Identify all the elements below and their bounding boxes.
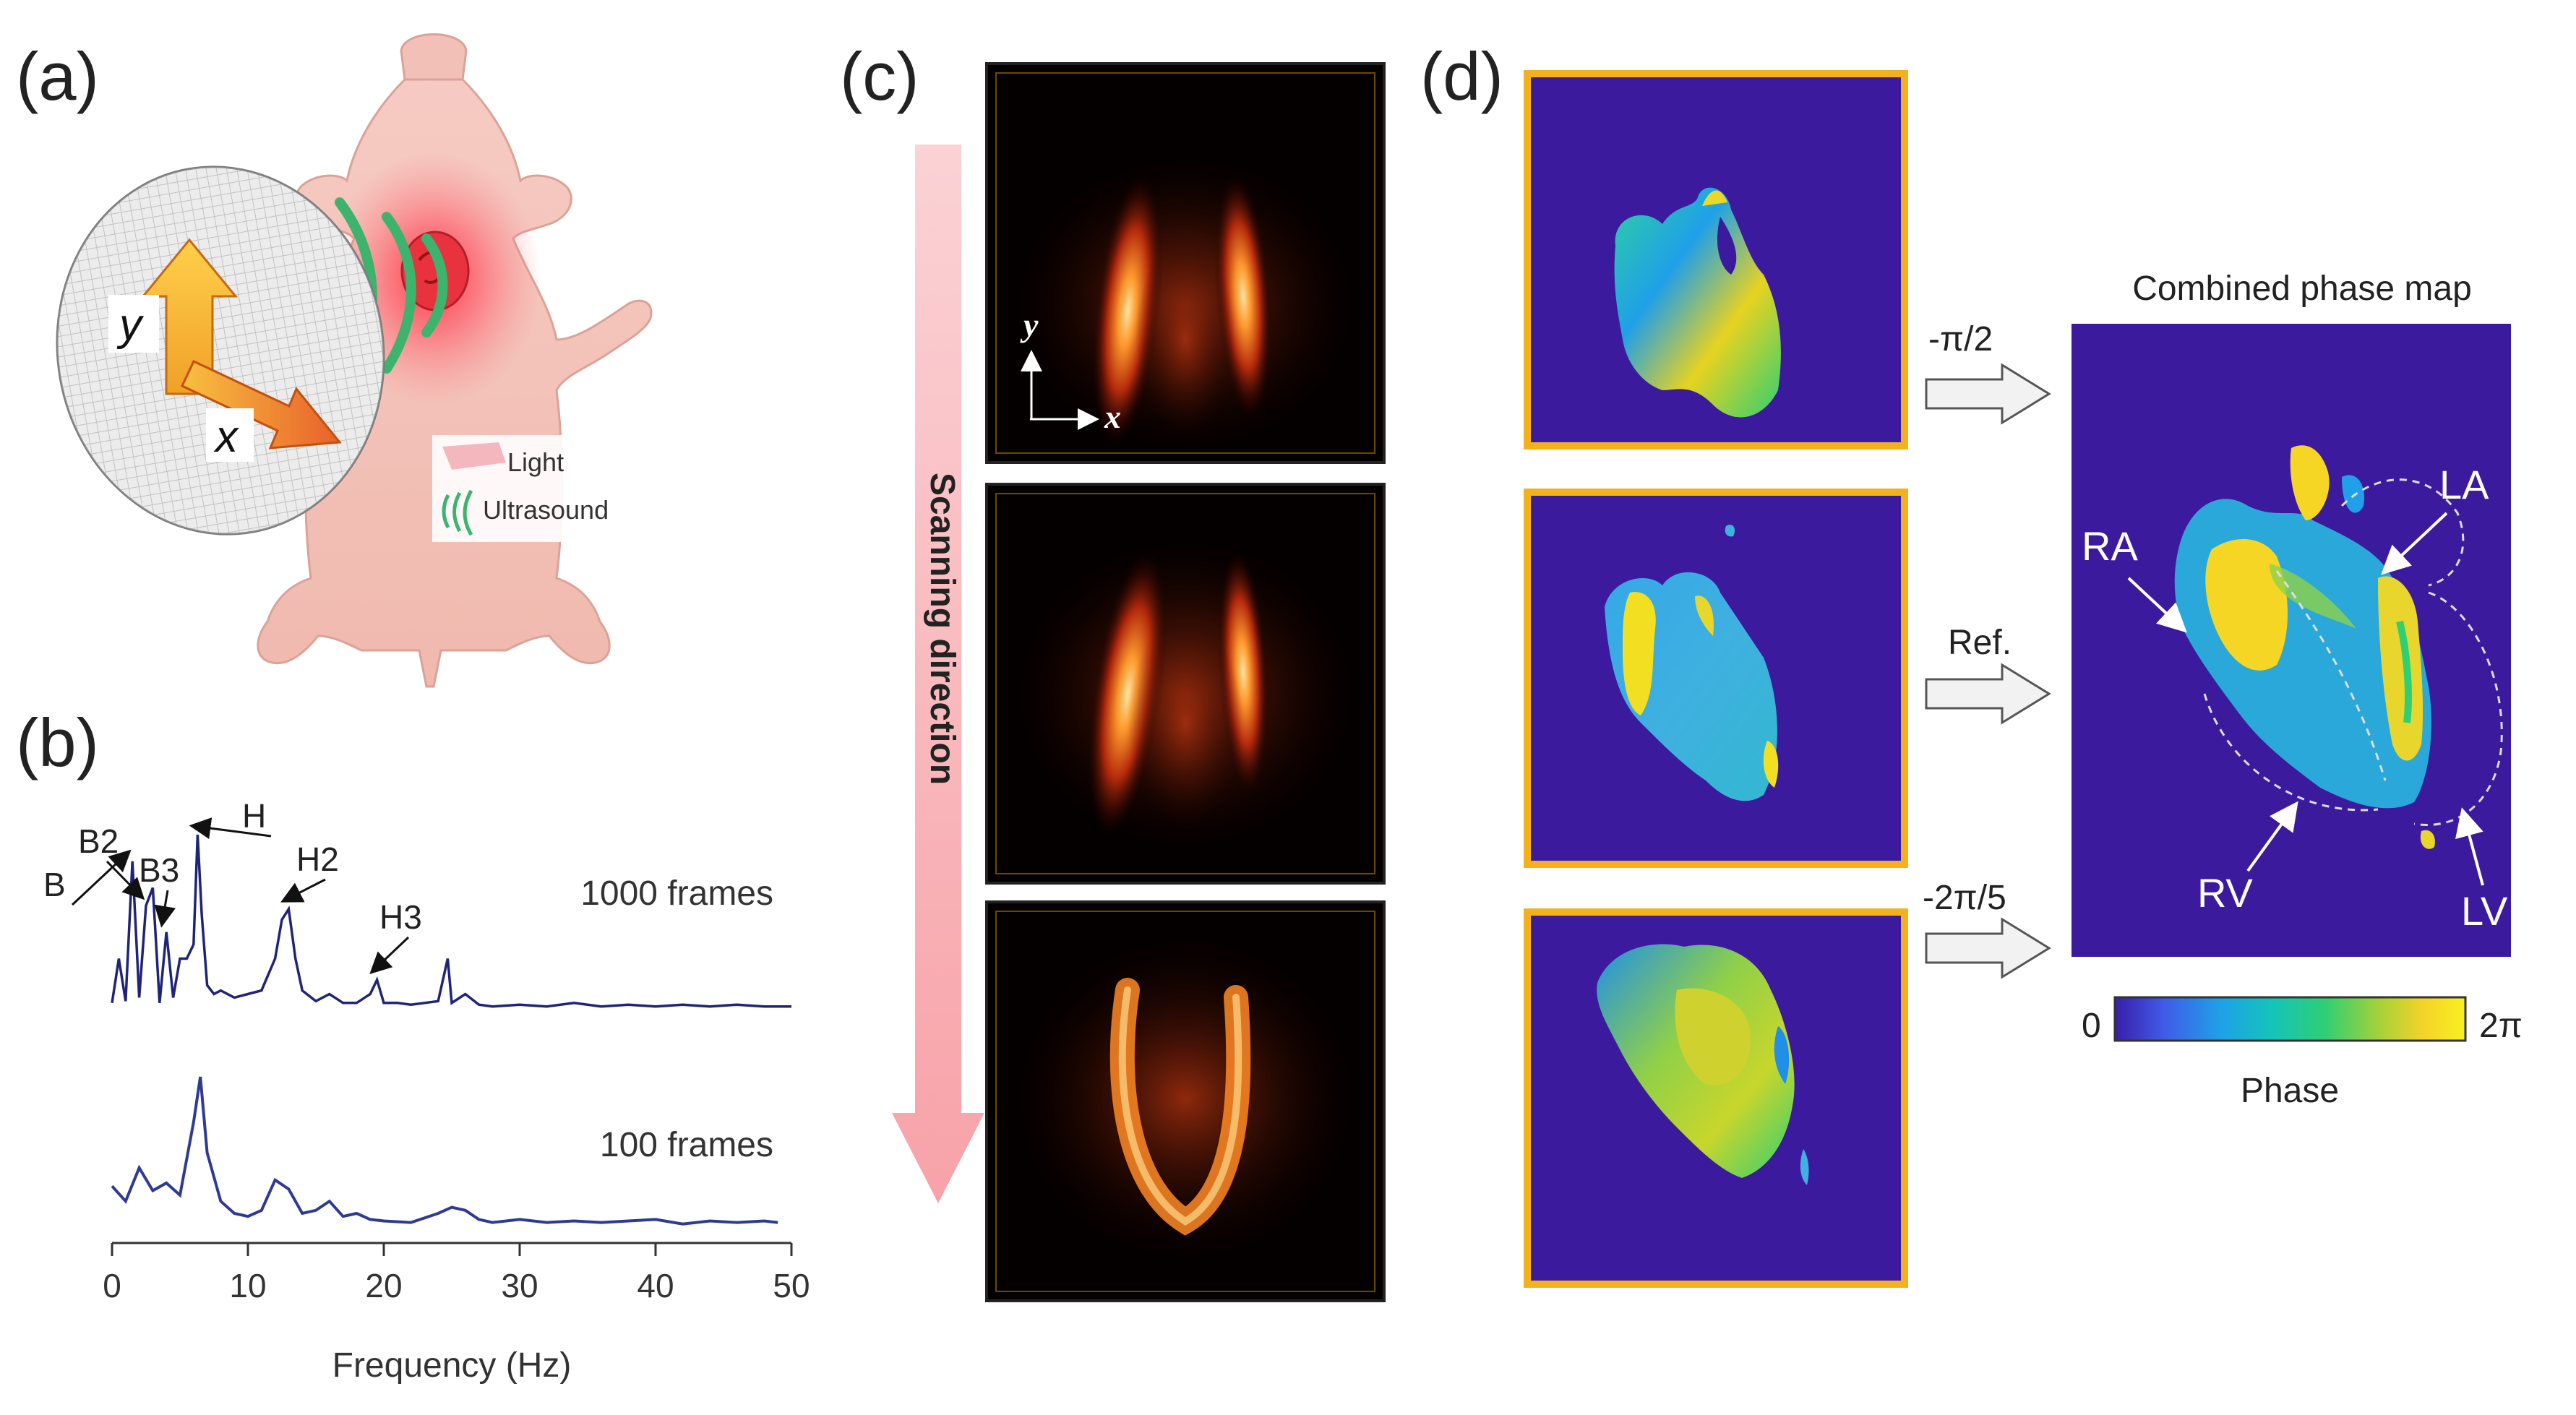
colorbar-label: Phase <box>2241 1072 2339 1110</box>
frame-axis-y: y <box>1020 306 1039 343</box>
pa-frame-2 <box>985 483 1386 885</box>
ultrasound-swatch <box>442 489 473 536</box>
transducer-axis-arrows: y x <box>108 238 342 462</box>
annotation-arrow <box>369 936 410 975</box>
combined-phase-map: Combined phase map RA LA RV <box>2071 270 2511 957</box>
combined-title: Combined phase map <box>2132 270 2472 308</box>
chamber-ra: RA <box>2082 523 2138 569</box>
phase-map-3 <box>1524 908 1908 1288</box>
x-tick-label: 10 <box>229 1267 266 1304</box>
annotation-arrow <box>71 849 132 906</box>
panel-d: (d) -π/2 Ref. <box>1420 38 2523 1288</box>
panel-b: (b) 0 10 20 30 40 50 Frequency (Hz) 1000 fram… <box>16 705 810 1385</box>
phase-shift-3: -2π/5 <box>1923 879 2006 917</box>
series-1000-frames-label: 1000 frames <box>580 874 773 913</box>
pa-frame-1: y x <box>985 62 1386 464</box>
phase-shift-ref: Ref. <box>1948 624 2012 662</box>
panel-b-label: (b) <box>16 705 99 780</box>
annotation-arrow <box>189 817 272 839</box>
chamber-rv: RV <box>2197 870 2253 916</box>
x-tick-label: 0 <box>103 1267 121 1304</box>
panel-a-legend: Light Ultrasound <box>432 435 653 542</box>
series-100-frames-line <box>111 1076 778 1226</box>
panel-c-label: (c) <box>840 38 919 114</box>
chamber-outlines <box>2203 478 2503 826</box>
annotation-h2: H2 <box>296 840 339 878</box>
panel-d-label: (d) <box>1420 38 1503 114</box>
scanning-direction-arrow: Scanning direction <box>892 145 984 1203</box>
annotation-b3: B3 <box>139 851 179 889</box>
x-ticks: 0 10 20 30 40 50 <box>103 1243 810 1304</box>
axis-y-label: y <box>116 300 145 350</box>
chamber-lv: LV <box>2461 888 2508 934</box>
x-tick-label: 40 <box>637 1267 674 1304</box>
frame-axis-x: x <box>1104 398 1121 435</box>
panel-a: (a) y x <box>16 33 653 688</box>
chamber-labels: RA LA RV LV <box>2082 462 2508 934</box>
x-tick-label: 50 <box>773 1267 810 1304</box>
panel-a-label: (a) <box>16 38 99 114</box>
scanning-direction-label: Scanning direction <box>923 473 961 785</box>
axis-x-label: x <box>213 412 239 462</box>
phase-map-1 <box>1524 70 1908 450</box>
frame-axes: y x <box>1020 306 1121 435</box>
peak-annotations: B B2 B3 H H2 H3 <box>43 797 422 975</box>
series-1000-frames-line <box>111 834 791 1008</box>
phase-shift-1: -π/2 <box>1928 320 1993 358</box>
x-tick-label: 20 <box>365 1267 402 1304</box>
annotation-h3: H3 <box>379 898 422 936</box>
phase-colorbar: 0 2π Phase <box>2082 996 2523 1110</box>
annotation-arrow <box>106 860 145 900</box>
panel-c: (c) Scanning direction y x <box>840 38 1386 1302</box>
annotation-arrow <box>280 878 326 903</box>
annotation-h: H <box>242 797 266 835</box>
annotation-b2: B2 <box>78 822 119 860</box>
colorbar-min: 0 <box>2082 1007 2101 1045</box>
legend-light: Light <box>507 447 564 477</box>
colorbar-max: 2π <box>2479 1007 2523 1045</box>
phase-map-2 <box>1524 489 1908 868</box>
annotation-arrow <box>154 890 176 928</box>
x-axis-title: Frequency (Hz) <box>332 1346 572 1385</box>
frequency-spectrum-chart: 0 10 20 30 40 50 Frequency (Hz) 1000 frames 1… <box>43 797 810 1385</box>
legend-ultrasound: Ultrasound <box>483 495 609 525</box>
annotation-b: B <box>43 866 66 903</box>
pa-frame-3 <box>985 900 1386 1302</box>
chamber-la: LA <box>2439 462 2489 507</box>
phase-shift-arrows: -π/2 Ref. -2π/5 <box>1923 320 2051 979</box>
x-tick-label: 30 <box>501 1267 538 1304</box>
series-100-frames-label: 100 frames <box>600 1126 773 1164</box>
light-swatch <box>442 442 506 470</box>
